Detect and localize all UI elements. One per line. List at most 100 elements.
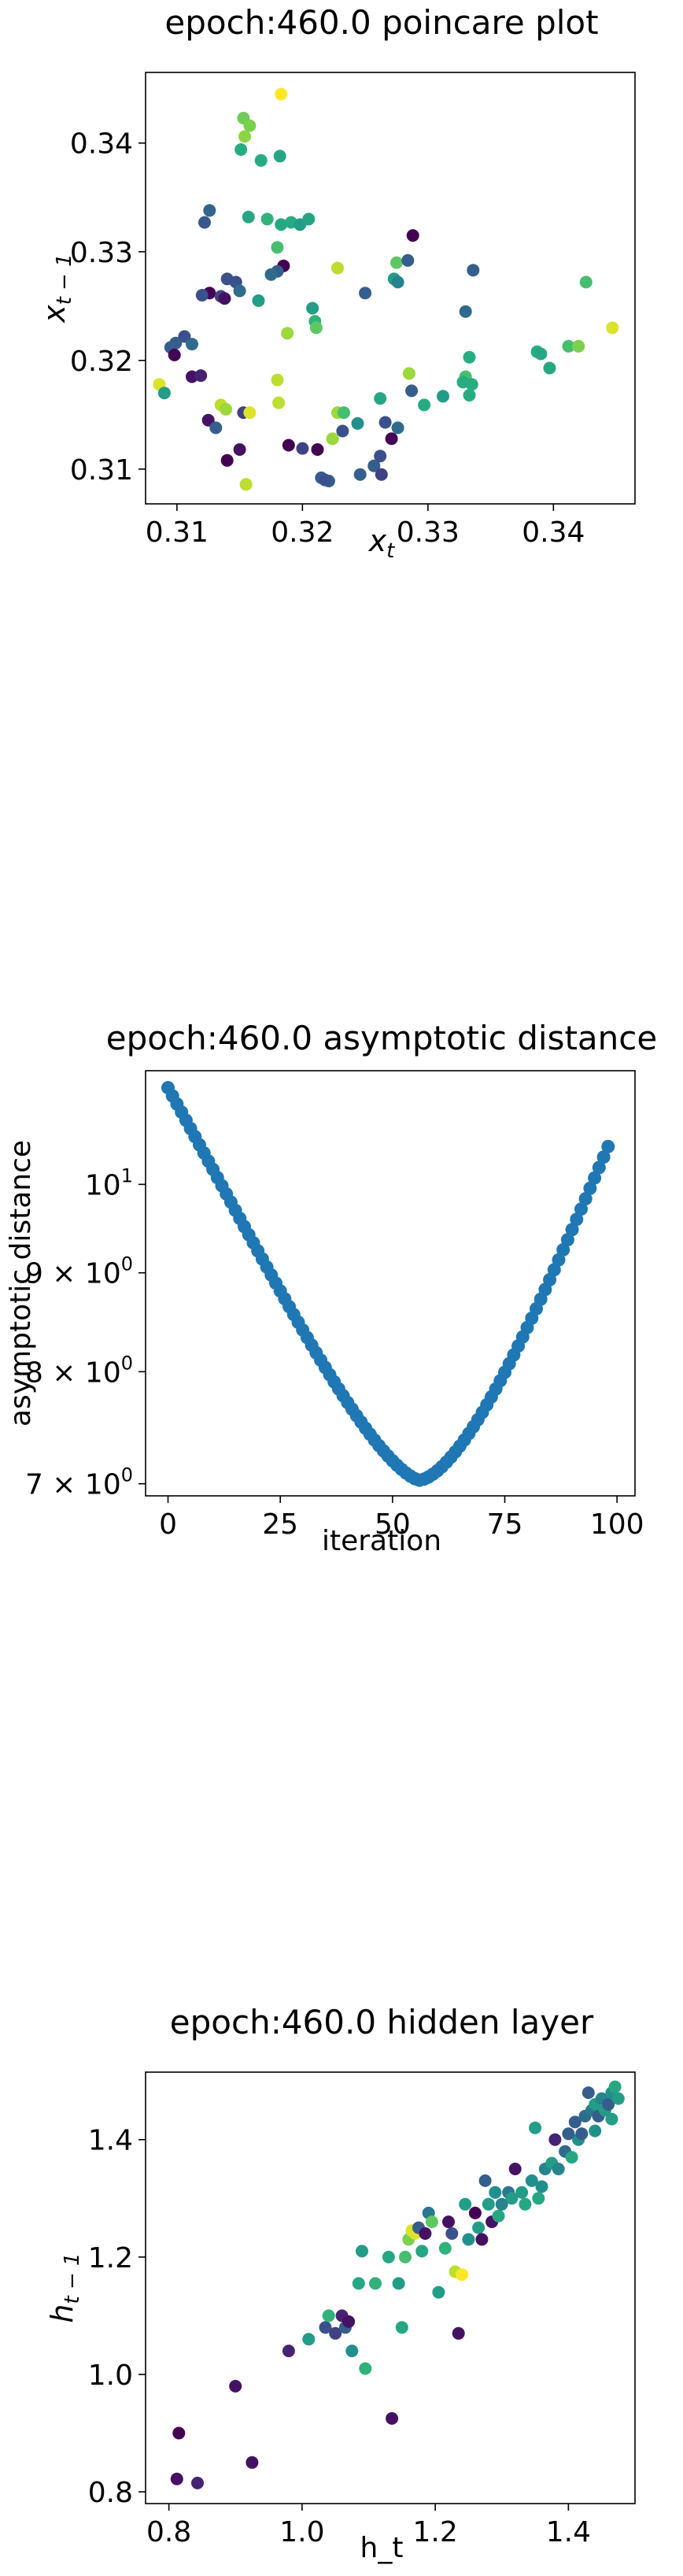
data-point bbox=[489, 2186, 502, 2199]
data-point bbox=[220, 402, 233, 416]
y-tick-label: 0.8 bbox=[88, 2477, 133, 2509]
data-point bbox=[552, 2163, 565, 2175]
data-point bbox=[602, 2098, 615, 2111]
data-point bbox=[462, 2233, 475, 2246]
data-point bbox=[275, 87, 288, 101]
data-point bbox=[157, 387, 171, 400]
data-point bbox=[565, 1223, 579, 1237]
x-tick-label: 50 bbox=[375, 1508, 411, 1541]
data-point bbox=[359, 2362, 372, 2375]
data-point bbox=[570, 1212, 584, 1227]
data-point bbox=[401, 254, 415, 267]
y-label-sub: t − 1 bbox=[61, 2252, 84, 2304]
data-point bbox=[233, 284, 246, 298]
data-point bbox=[186, 338, 198, 351]
data-point bbox=[220, 272, 234, 286]
chart-title: epoch:460.0 poincare plot bbox=[164, 3, 598, 42]
data-point bbox=[345, 2345, 359, 2358]
data-point bbox=[552, 1253, 566, 1267]
data-point bbox=[282, 2345, 295, 2358]
data-point bbox=[459, 2197, 472, 2211]
data-point bbox=[271, 241, 284, 254]
points-layer bbox=[170, 2080, 625, 2489]
data-point bbox=[352, 2277, 365, 2290]
data-point bbox=[560, 1233, 574, 1247]
data-point bbox=[452, 2326, 465, 2340]
asymptotic-svg: epoch:460.0 asymptotic distance 0 25 50 75 1… bbox=[5, 1019, 657, 1557]
y-tick-label: 101 bbox=[85, 1164, 133, 1201]
data-point bbox=[306, 302, 319, 315]
x-axis: 0.8 1.0 1.2 1.4 bbox=[146, 2504, 591, 2548]
data-point bbox=[329, 2326, 342, 2340]
data-point bbox=[375, 468, 388, 481]
data-point bbox=[608, 2080, 622, 2093]
data-point bbox=[331, 261, 344, 275]
data-point bbox=[402, 367, 415, 380]
data-point bbox=[336, 424, 349, 438]
data-point bbox=[438, 2241, 452, 2255]
x-tick-label: 0.33 bbox=[397, 516, 460, 549]
data-point bbox=[465, 378, 478, 391]
data-point bbox=[475, 2233, 489, 2246]
data-point bbox=[374, 450, 387, 463]
data-point bbox=[203, 204, 216, 217]
data-point bbox=[273, 150, 286, 163]
data-point bbox=[311, 443, 324, 456]
data-point bbox=[515, 2186, 529, 2199]
x-tick-label: 0 bbox=[159, 1508, 177, 1541]
data-point bbox=[322, 2309, 335, 2322]
data-point bbox=[572, 339, 585, 353]
data-point bbox=[467, 264, 480, 277]
y-axis-label: xt − 1 bbox=[37, 254, 76, 324]
x-label-main: x bbox=[368, 524, 387, 558]
data-point bbox=[198, 216, 211, 229]
data-point bbox=[472, 2221, 485, 2234]
data-point bbox=[367, 459, 381, 472]
data-point bbox=[399, 2250, 412, 2263]
data-point bbox=[239, 478, 253, 491]
y-tick-label: 0.34 bbox=[70, 128, 133, 161]
y-label-sub: t − 1 bbox=[53, 254, 76, 305]
y-tick-label: 1.0 bbox=[88, 2359, 133, 2392]
data-point bbox=[463, 389, 476, 402]
x-tick-label: 0.34 bbox=[522, 516, 585, 549]
data-point bbox=[532, 2192, 545, 2205]
data-point bbox=[543, 361, 556, 375]
data-point bbox=[596, 1150, 611, 1164]
data-point bbox=[378, 416, 392, 429]
y-tick-label: 8 × 100 bbox=[25, 1352, 133, 1389]
chart-title: epoch:460.0 asymptotic distance bbox=[106, 1019, 657, 1057]
data-point bbox=[588, 1171, 602, 1185]
plot-frame bbox=[145, 2071, 636, 2504]
data-point bbox=[456, 2268, 468, 2282]
data-point bbox=[519, 2197, 532, 2211]
data-point bbox=[611, 2092, 625, 2105]
x-axis: 0 25 50 75 100 bbox=[159, 1496, 644, 1541]
data-point bbox=[302, 213, 316, 226]
data-point bbox=[605, 2112, 618, 2126]
data-point bbox=[419, 2227, 432, 2240]
x-tick-label: 0.31 bbox=[146, 516, 209, 549]
y-tick-label: 0.32 bbox=[70, 346, 133, 378]
data-point bbox=[468, 2206, 482, 2219]
asymptotic-distance-chart: epoch:460.0 asymptotic distance 0 25 50 75 1… bbox=[0, 1016, 683, 1582]
hidden-layer-svg: epoch:460.0 hidden layer 0.8 1.0 1.2 1.4 0.… bbox=[45, 2003, 636, 2564]
x-tick-label: 1.4 bbox=[546, 2516, 591, 2548]
data-point bbox=[463, 350, 476, 364]
data-point bbox=[275, 218, 288, 231]
data-point bbox=[374, 392, 387, 405]
data-point bbox=[568, 2115, 581, 2129]
data-point bbox=[386, 2411, 399, 2425]
data-point bbox=[395, 2321, 408, 2334]
data-point bbox=[385, 432, 398, 446]
data-point bbox=[589, 2124, 602, 2137]
data-point bbox=[359, 287, 372, 300]
y-tick-label: 0.31 bbox=[70, 454, 133, 487]
data-point bbox=[342, 2315, 356, 2328]
x-tick-label: 0.8 bbox=[146, 2516, 191, 2548]
data-point bbox=[534, 347, 548, 361]
data-point bbox=[229, 2379, 242, 2393]
data-point bbox=[606, 321, 619, 335]
plot-frame bbox=[145, 1070, 636, 1497]
data-point bbox=[562, 339, 575, 353]
